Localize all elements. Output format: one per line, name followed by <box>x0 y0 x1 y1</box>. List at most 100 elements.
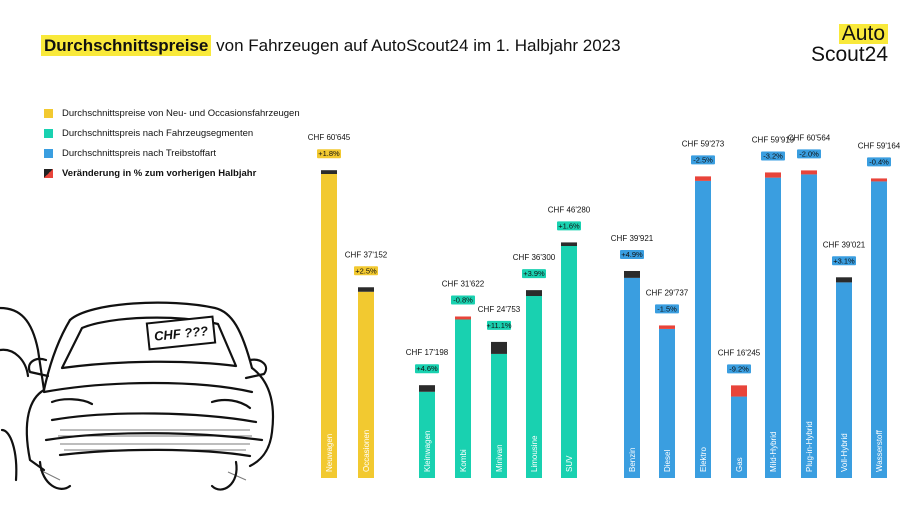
legend-label: Durchschnittspreis nach Fahrzeugsegmente… <box>62 127 254 139</box>
change-cap <box>695 176 711 181</box>
category-label: Occasionen <box>362 430 371 472</box>
bar-diesel <box>659 328 675 478</box>
change-label: +1.6% <box>558 221 580 230</box>
legend-swatch-teal <box>44 128 53 138</box>
change-label: +4.9% <box>621 250 643 259</box>
legend: Durchschnittspreise von Neu- und Occasio… <box>44 103 300 183</box>
change-cap <box>526 290 542 297</box>
change-label-highlight <box>415 364 439 374</box>
category-label: Kombi <box>459 449 468 472</box>
bar-wasserstoff <box>871 181 887 478</box>
category-label: SUV <box>565 455 574 472</box>
legend-label: Durchschnittspreis nach Treibstoffart <box>62 147 217 159</box>
price-label: CHF 37'152 <box>345 250 388 259</box>
change-label: -0.8% <box>453 295 473 304</box>
change-cap <box>765 172 781 178</box>
price-label: CHF 59'273 <box>682 139 725 148</box>
bar-occasionen <box>358 291 374 478</box>
change-cap <box>731 385 747 397</box>
change-label-highlight <box>522 269 546 279</box>
change-cap <box>419 385 435 392</box>
legend-item-new-used: Durchschnittspreise von Neu- und Occasio… <box>44 103 300 123</box>
change-label: +3.1% <box>833 256 855 265</box>
change-label-highlight <box>557 221 581 231</box>
change-label: +2.5% <box>355 266 377 275</box>
category-label: Minivan <box>495 444 504 472</box>
category-label: Plug-in-Hybrid <box>805 421 814 472</box>
title-rest: von Fahrzeugen auf AutoScout24 im 1. Hal… <box>211 36 621 55</box>
change-label-highlight <box>317 149 341 159</box>
category-label: Kleinwagen <box>423 431 432 472</box>
change-label: +4.6% <box>416 364 438 373</box>
change-label: +3.9% <box>523 269 545 278</box>
change-label: +11.1% <box>486 321 511 330</box>
change-label: -2.5% <box>693 155 713 164</box>
bar-plug-in-hybrid <box>801 174 817 478</box>
change-cap <box>561 242 577 247</box>
change-cap <box>358 287 374 292</box>
bar-limousine <box>526 296 542 478</box>
change-label-highlight <box>867 157 891 167</box>
change-label: -0.4% <box>869 157 889 166</box>
category-label: Gas <box>735 457 744 472</box>
change-label-highlight <box>797 149 821 159</box>
legend-label: Veränderung in % zum vorherigen Halbjahr <box>62 167 257 179</box>
bar-voll-hybrid <box>836 282 852 478</box>
change-label-highlight <box>727 364 751 374</box>
category-label: Elektro <box>699 447 708 472</box>
change-label: -3.2% <box>763 151 783 160</box>
bar-suv <box>561 246 577 478</box>
price-label: CHF 59'919 <box>752 135 795 144</box>
bar-kombi <box>455 319 471 478</box>
category-label: Wasserstoff <box>875 429 884 472</box>
chart-title: Durchschnittspreise von Fahrzeugen auf A… <box>41 35 621 56</box>
price-label: CHF 60'564 <box>788 133 831 142</box>
change-label-highlight <box>354 266 378 276</box>
price-sign: CHF ??? <box>145 315 217 351</box>
change-label-highlight <box>620 249 644 259</box>
change-label-highlight <box>451 295 475 305</box>
logo-line-1: Auto <box>838 23 888 44</box>
price-label: CHF 39'021 <box>823 240 866 249</box>
change-label: -9.2% <box>729 364 749 373</box>
change-cap <box>455 316 471 320</box>
bar-mild-hybrid <box>765 177 781 478</box>
legend-swatch-yellow <box>44 108 53 118</box>
logo-line-2: Scout24 <box>810 43 888 66</box>
legend-item-change: Veränderung in % zum vorherigen Halbjahr <box>44 163 300 183</box>
price-label: CHF 29'737 <box>646 288 689 297</box>
change-cap <box>871 178 887 182</box>
bar-neuwagen <box>321 174 337 478</box>
category-label: Neuwagen <box>325 434 334 472</box>
price-label: CHF 17'198 <box>406 348 449 357</box>
car-illustration: CHF ??? <box>0 301 275 491</box>
change-label-highlight <box>487 320 511 330</box>
category-label: Limousine <box>530 435 539 472</box>
price-label: CHF 31'622 <box>442 279 485 288</box>
category-label: Voll-Hybrid <box>840 433 849 472</box>
change-cap <box>659 325 675 329</box>
bar-kleinwagen <box>419 391 435 478</box>
change-label-highlight <box>691 155 715 165</box>
change-label: +1.8% <box>318 149 340 158</box>
category-label: Mild-Hybrid <box>769 432 778 472</box>
legend-swatch-change <box>44 168 53 178</box>
change-cap <box>836 277 852 283</box>
legend-item-fuel: Durchschnittspreis nach Treibstoffart <box>44 143 300 163</box>
change-label-highlight <box>832 256 856 266</box>
bar-gas <box>731 396 747 478</box>
sign-text: CHF ??? <box>153 323 208 344</box>
category-label: Diesel <box>663 450 672 472</box>
legend-label: Durchschnittspreise von Neu- und Occasio… <box>62 107 300 119</box>
price-label: CHF 46'280 <box>548 205 591 214</box>
change-cap <box>801 170 817 175</box>
category-label: Benzin <box>628 448 637 472</box>
autoscout24-logo[interactable]: Auto Scout24 <box>810 23 888 66</box>
bar-minivan <box>491 353 507 478</box>
change-label-highlight <box>655 304 679 314</box>
price-label: CHF 24'753 <box>478 305 521 314</box>
change-cap <box>624 270 640 278</box>
bar-elektro <box>695 180 711 478</box>
price-label: CHF 36'300 <box>513 253 556 262</box>
